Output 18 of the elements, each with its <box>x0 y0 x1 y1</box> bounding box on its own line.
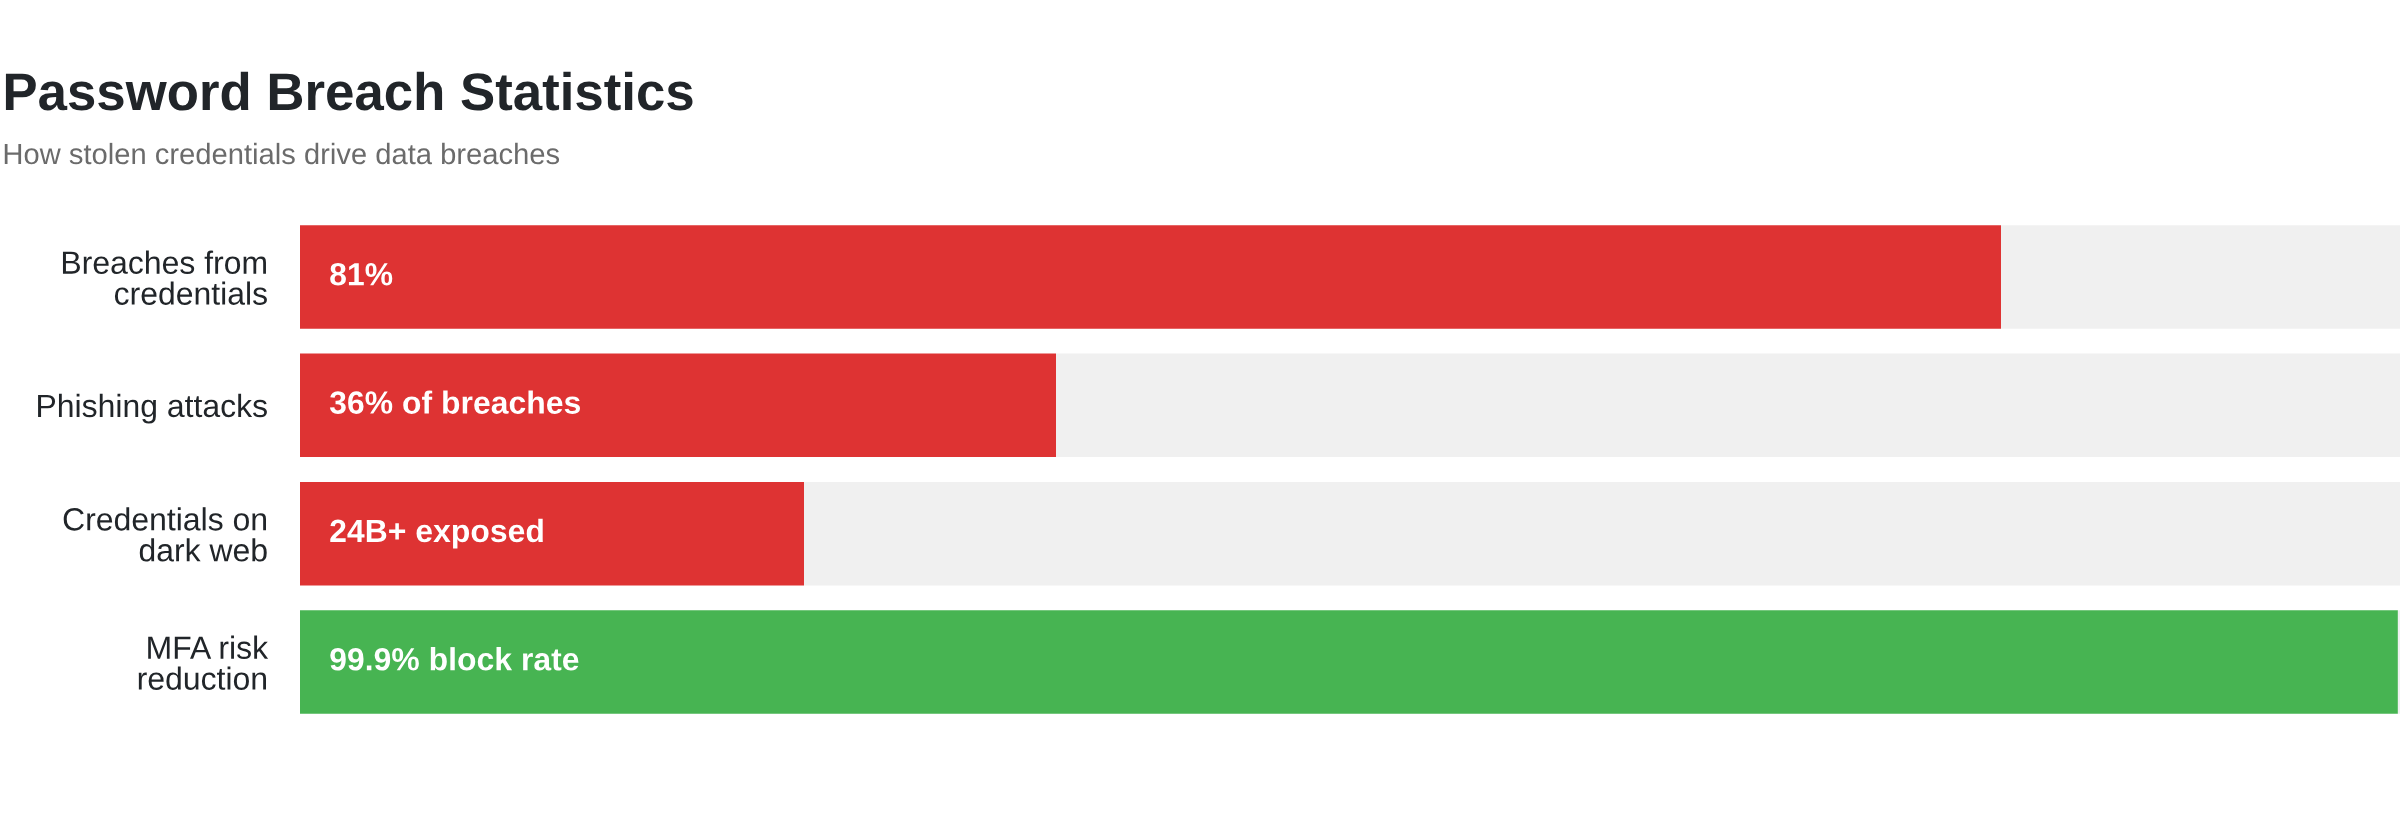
bar <box>300 225 2001 329</box>
chart-subtitle: How stolen credentials drive data breaches <box>4 142 560 165</box>
bar <box>300 610 2398 714</box>
y-tick-label: Phishing attacks <box>38 393 267 424</box>
bar <box>2001 225 2400 329</box>
y-tick-label: MFA risk reduction <box>138 635 269 690</box>
bar <box>300 481 804 586</box>
bar <box>300 353 1056 458</box>
bar <box>804 481 2400 586</box>
y-tick-label: Credentials on dark web <box>63 507 267 562</box>
bar <box>1056 353 2400 458</box>
data-label: 81% <box>330 262 393 286</box>
data-label: 36% of breaches <box>329 390 580 414</box>
y-tick-label: Breaches from credentials <box>62 250 267 305</box>
data-label: 99.9% block rate <box>330 647 579 671</box>
data-label: 24B+ exposed <box>330 518 543 549</box>
bar <box>2397 610 2400 714</box>
chart-title: Password Breach Statistics <box>5 71 693 111</box>
